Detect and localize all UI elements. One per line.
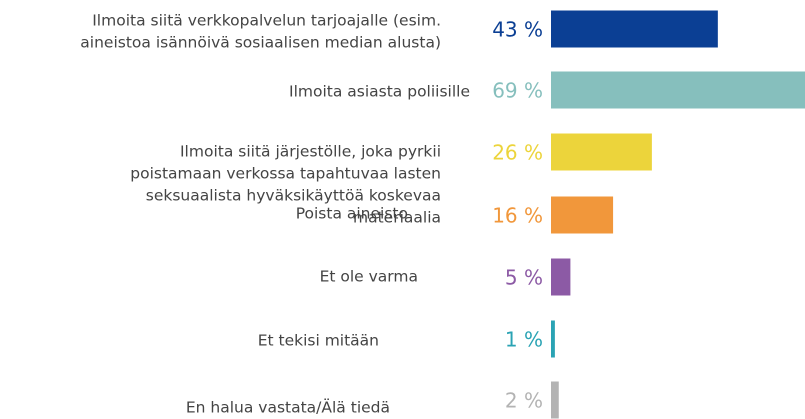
category-label: Ilmoita asiasta poliisille (289, 83, 470, 101)
category-label: Ilmoita siitä järjestölle, joka pyrkii (180, 143, 441, 161)
bar (551, 71, 805, 109)
value-label: 16 % (492, 204, 543, 228)
bar (551, 258, 571, 296)
category-label: Et tekisi mitään (258, 332, 379, 350)
category-label: poistamaan verkossa tapahtuvaa lasten (130, 165, 441, 183)
bar (551, 320, 555, 358)
value-label: 5 % (505, 266, 543, 290)
category-label: En halua vastata/Älä tiedä (186, 398, 390, 417)
bar (551, 381, 559, 419)
bar (551, 133, 652, 171)
category-label: materiaalia (353, 209, 441, 227)
category-label: Ilmoita siitä verkkopalvelun tarjoajalle… (92, 12, 441, 30)
category-label: aineistoa isännöivä sosiaalisen median a… (80, 34, 441, 52)
bar (551, 10, 718, 48)
value-label: 2 % (505, 389, 543, 413)
value-label: 43 % (492, 18, 543, 42)
value-label: 69 % (492, 79, 543, 103)
category-label: Et ole varma (320, 268, 418, 286)
value-label: 26 % (492, 141, 543, 165)
category-label: Poista aineisto (296, 205, 408, 223)
category-label: seksuaalista hyväksikäyttöä koskevaa (146, 187, 441, 205)
value-label: 1 % (505, 328, 543, 352)
bar (551, 196, 614, 234)
